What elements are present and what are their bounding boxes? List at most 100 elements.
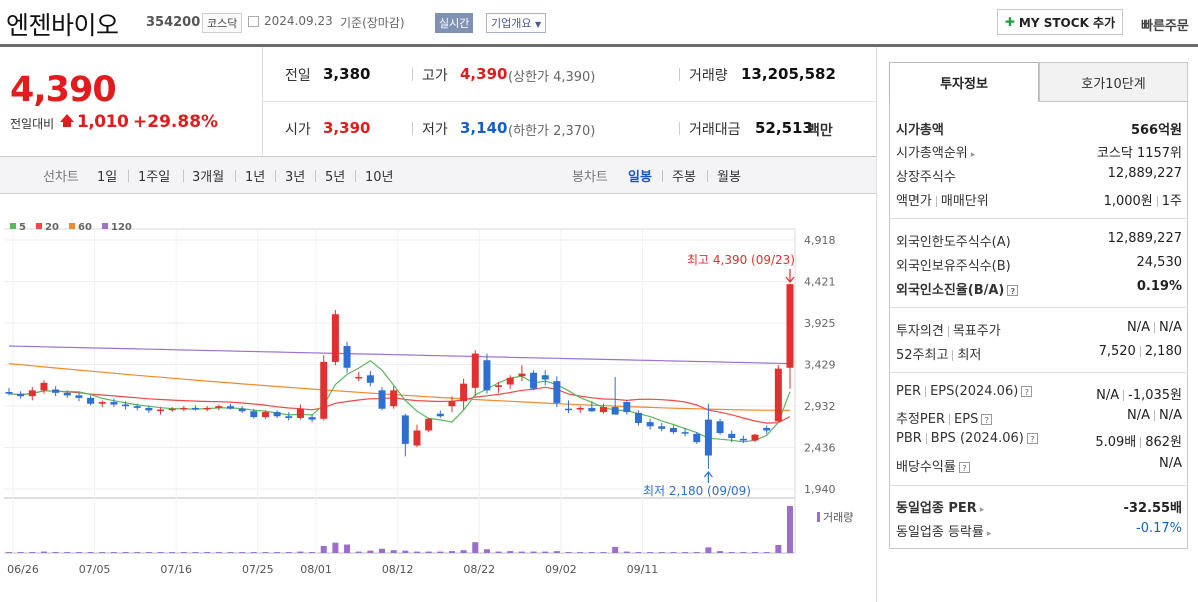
ma20-line (8, 386, 791, 424)
sector-change-label: 동일업종 등락률 (896, 525, 984, 540)
quick-order-button[interactable]: 빠른주문 (1141, 19, 1189, 34)
tab-orderbook-10[interactable]: 호가10단계 (1039, 62, 1188, 102)
legend-label: 60 (78, 222, 92, 233)
volume-legend-swatch (817, 512, 820, 522)
chart-period-bar (0, 157, 876, 194)
volume-label: 거래량 (689, 68, 728, 84)
candle-body (296, 408, 304, 418)
x-tick-label: 09/11 (627, 563, 659, 576)
info-row: 외국인보유주식수(B) 24,530 (896, 255, 1182, 275)
price-change: 1,010 (77, 112, 129, 132)
chevron-right-icon[interactable]: ▸ (970, 150, 976, 160)
period-3m[interactable]: 3개월 (192, 170, 225, 185)
volume-bar (623, 551, 630, 553)
candle-body (273, 412, 281, 417)
stock-name: 엔젠바이오 (6, 11, 119, 40)
par-value-label: 액면가 (896, 194, 932, 209)
help-icon[interactable]: ? (1026, 433, 1038, 444)
price-summary (0, 47, 876, 157)
volume-bar (448, 551, 455, 553)
candle-body (110, 402, 118, 405)
chevron-right-icon[interactable]: ▸ (986, 529, 992, 539)
divider (925, 433, 927, 444)
dividend-yield-label: 배당수익률 (896, 460, 956, 475)
x-tick-label: 08/01 (300, 563, 332, 576)
divider (1139, 346, 1141, 357)
divider (412, 68, 413, 81)
divider (235, 170, 236, 182)
realtime-button[interactable]: 실시간 (435, 13, 474, 33)
y-tick-label: 4,918 (804, 234, 836, 247)
candle-body (168, 408, 176, 411)
legend-swatch (10, 223, 16, 229)
volume-bar (262, 552, 269, 553)
market-cap-rank-value: 코스닥 1157위 (1096, 146, 1182, 161)
period-1w[interactable]: 1주일 (138, 170, 171, 185)
candle-weekly[interactable]: 주봉 (672, 170, 696, 185)
candle-body (355, 376, 363, 379)
volume-bar (553, 551, 560, 553)
market-badge: 코스닥 (202, 13, 243, 33)
period-10y[interactable]: 10년 (365, 170, 394, 185)
help-icon[interactable]: ? (1007, 285, 1019, 296)
volume-bar (297, 551, 304, 553)
volume-bar (507, 551, 514, 553)
volume-bar (682, 552, 689, 553)
bps-label: BPS (2024.06) (930, 431, 1024, 446)
divider (952, 350, 954, 361)
candle-body (308, 417, 316, 420)
y-tick-label: 2,932 (804, 400, 836, 413)
help-icon[interactable]: ? (981, 414, 993, 425)
volume-bar (495, 551, 502, 553)
target-price-value: N/A (1159, 320, 1182, 335)
amount-value: 52,513 (755, 119, 813, 137)
volume-bar (192, 552, 199, 553)
candle-body (98, 402, 106, 404)
help-icon[interactable]: ? (958, 462, 970, 473)
info-row: 액면가 매매단위 1,000원 1주 (896, 190, 1182, 210)
x-tick-label: 07/16 (160, 563, 192, 576)
company-overview-dropdown[interactable]: 기업개요 ▼ (486, 13, 547, 33)
divider (1156, 196, 1158, 207)
market-cap-label: 시가총액 (896, 123, 944, 138)
volume-bar (145, 552, 152, 553)
volume-bar (227, 552, 234, 553)
price-chart[interactable]: 4,918 4,421 3,925 3,429 2,932 2,436 1,940 06/26… (0, 193, 876, 602)
calendar-icon (248, 16, 259, 27)
volume-bar (204, 552, 211, 553)
my-stock-add-button[interactable]: ✚ MY STOCK 추가 (997, 9, 1123, 35)
target-price-label: 목표주가 (952, 324, 1001, 339)
chevron-right-icon[interactable]: ▸ (979, 505, 985, 515)
volume-bar (530, 551, 537, 553)
candle-body (5, 392, 13, 394)
candle-body (669, 427, 677, 433)
period-3y[interactable]: 3년 (285, 170, 306, 185)
legend-label: 20 (45, 222, 59, 233)
info-row: 52주최고 최저 7,520 2,180 (896, 344, 1182, 364)
candle-body (658, 426, 666, 429)
dividend-yield-value: N/A (1159, 456, 1182, 471)
candle-chart-label: 봉차트 (572, 170, 608, 185)
candle-body (483, 360, 491, 391)
divider (412, 122, 413, 135)
candle-body (565, 408, 573, 411)
volume-bar (17, 552, 24, 553)
candle-daily[interactable]: 일봉 (628, 170, 652, 185)
period-5y[interactable]: 5년 (325, 170, 346, 185)
open-label: 시가 (285, 122, 311, 138)
candle-body (157, 409, 165, 412)
volume-bar (239, 552, 246, 553)
per-value: N/A (1096, 388, 1120, 403)
volume-bar (99, 552, 106, 553)
prev-close-value: 3,380 (323, 65, 371, 83)
candle-monthly[interactable]: 월봉 (717, 170, 741, 185)
period-1y[interactable]: 1년 (245, 170, 266, 185)
candle-body (17, 393, 25, 397)
candle-body (390, 390, 398, 407)
period-1d[interactable]: 1일 (97, 170, 118, 185)
candle-body (530, 372, 538, 389)
help-icon[interactable]: ? (1021, 386, 1033, 397)
tab-investment-info[interactable]: 투자정보 (889, 62, 1039, 102)
lower-limit: (하한가 2,370) (508, 124, 596, 139)
volume-bar (472, 542, 479, 553)
